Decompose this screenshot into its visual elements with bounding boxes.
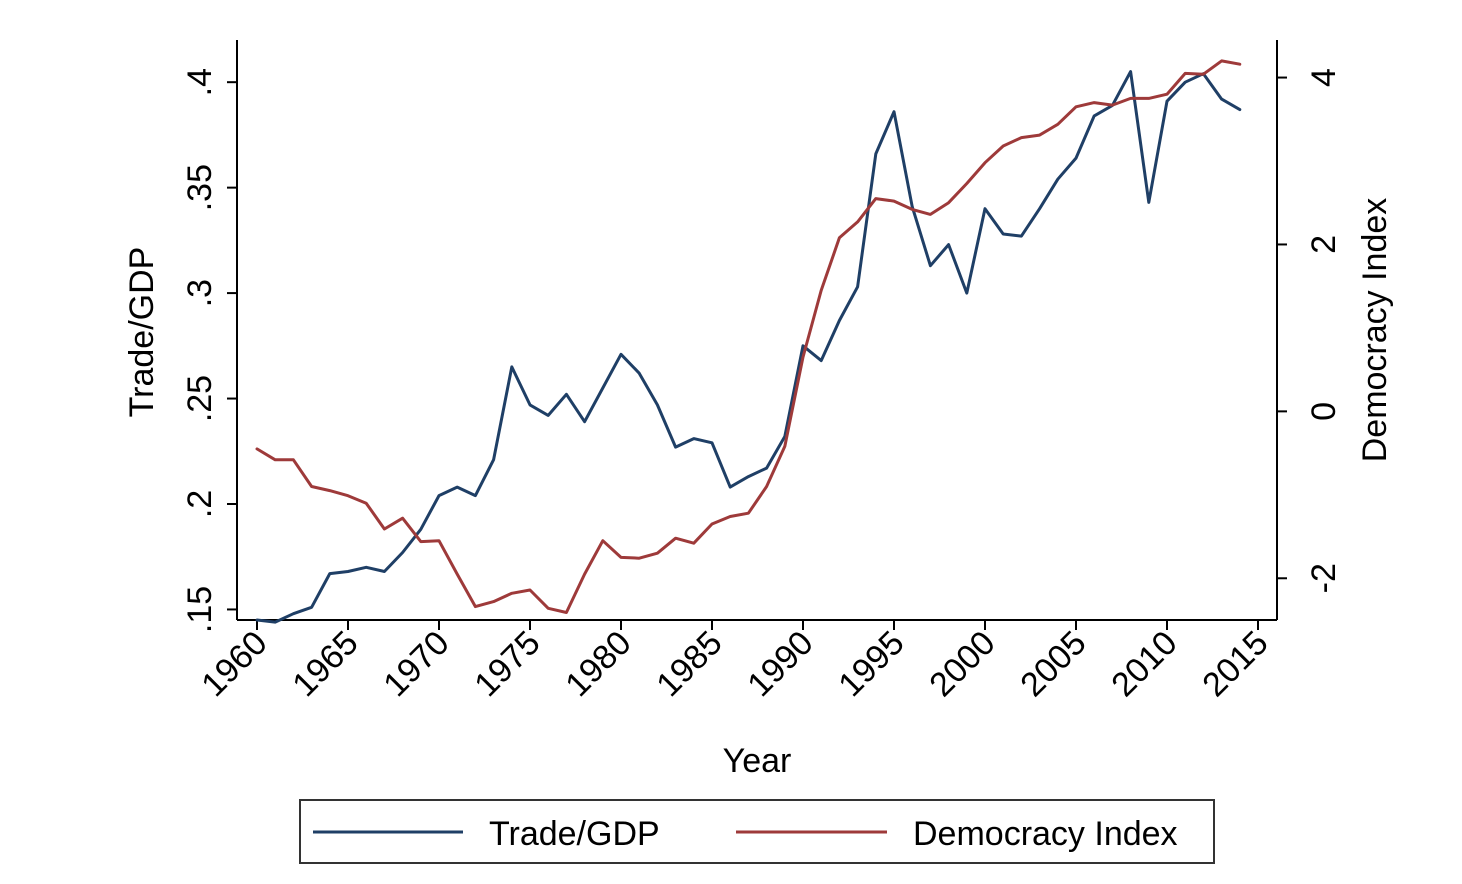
- left-tick-label-1: .2: [181, 490, 219, 518]
- series-line-democracy-index: [255, 59, 1242, 614]
- right-tick-label-3: 4: [1305, 68, 1343, 87]
- x-tick-label-2015: 2015: [1195, 624, 1275, 704]
- series-layer: [255, 59, 1242, 624]
- x-tick-label-1970: 1970: [376, 624, 456, 704]
- x-tick-label-1965: 1965: [285, 624, 365, 704]
- x-tick-label-2005: 2005: [1013, 624, 1093, 704]
- left-tick-label-5: .4: [181, 68, 219, 96]
- right-tick-label-2: 2: [1305, 235, 1343, 254]
- legend-label-trade-gdp: Trade/GDP: [489, 815, 660, 853]
- right-tick-label-0: -2: [1305, 563, 1343, 593]
- x-tick-label-1960: 1960: [194, 624, 274, 704]
- left-tick-label-3: .3: [181, 279, 219, 307]
- x-tick-label-1980: 1980: [558, 624, 638, 704]
- x-tick-label-2010: 2010: [1104, 624, 1184, 704]
- x-tick-label-1985: 1985: [649, 624, 729, 704]
- x-tick-label-2000: 2000: [922, 624, 1002, 704]
- left-tick-label-0: .15: [181, 586, 219, 633]
- axes-layer: 1960 1965 1970 1975 1980 1985 1990 1995 2000 2005…: [181, 40, 1343, 704]
- legend-label-democracy-index: Democracy Index: [913, 815, 1178, 853]
- x-axis-title: Year: [723, 742, 792, 780]
- x-tick-label-1975: 1975: [467, 624, 547, 704]
- x-tick-label-1995: 1995: [831, 624, 911, 704]
- left-axis-title: Trade/GDP: [123, 247, 161, 418]
- right-tick-label-1: 0: [1305, 402, 1343, 421]
- left-tick-label-2: .25: [181, 375, 219, 422]
- left-tick-label-4: .35: [181, 164, 219, 211]
- right-axis-title: Democracy Index: [1356, 198, 1394, 463]
- series-line-trade-gdp: [255, 70, 1242, 624]
- legend: Trade/GDP Democracy Index: [299, 799, 1215, 864]
- x-tick-label-1990: 1990: [740, 624, 820, 704]
